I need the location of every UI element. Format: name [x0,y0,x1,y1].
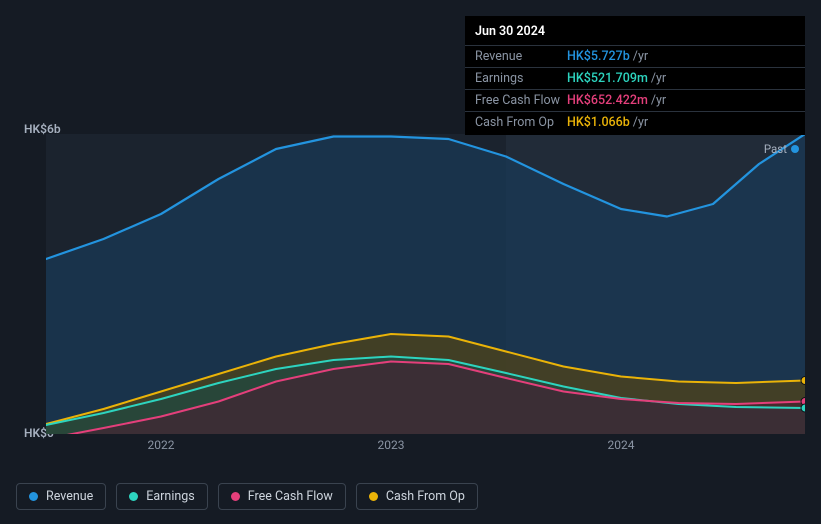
tooltip-metric-suffix: /yr [633,49,648,64]
legend-swatch-icon [29,492,38,501]
x-axis-labels: 2022 2023 2024 [46,438,805,454]
legend-swatch-icon [129,492,138,501]
tooltip-row: Cash From OpHK$1.066b/yr [465,112,805,133]
tooltip-metric-label: Earnings [475,71,567,86]
tooltip-row: EarningsHK$521.709m/yr [465,68,805,90]
tooltip-metric-label: Cash From Op [475,115,567,130]
x-axis-tick: 2023 [378,438,405,452]
chart-svg [46,134,805,434]
legend-swatch-icon [369,492,378,501]
hover-tooltip: Jun 30 2024 RevenueHK$5.727b/yrEarningsH… [465,16,805,135]
tooltip-metric-suffix: /yr [651,71,666,86]
x-axis-tick: 2022 [148,438,175,452]
tooltip-metric-label: Free Cash Flow [475,93,567,108]
legend-label: Cash From Op [386,489,465,504]
financials-chart: HK$6b HK$0 Past 202220232024 [16,120,805,464]
legend-label: Free Cash Flow [248,489,333,504]
tooltip-row: Free Cash FlowHK$652.422m/yr [465,90,805,112]
legend-label: Earnings [146,489,194,504]
tooltip-metric-value: HK$521.709m [567,71,648,86]
tooltip-metric-value: HK$1.066b [567,115,630,130]
legend-toggle-free-cash-flow[interactable]: Free Cash Flow [218,483,346,510]
past-indicator-icon [791,145,799,153]
past-label: Past [764,142,799,156]
tooltip-metric-value: HK$5.727b [567,49,630,64]
chart-plot-area[interactable]: Past [46,134,805,434]
legend-toggle-earnings[interactable]: Earnings [116,483,207,510]
tooltip-date: Jun 30 2024 [465,22,805,46]
tooltip-metric-label: Revenue [475,49,567,64]
chart-legend: Revenue Earnings Free Cash Flow Cash From O… [16,483,478,510]
past-label-text: Past [764,142,787,156]
legend-swatch-icon [231,492,240,501]
tooltip-metric-suffix: /yr [651,93,666,108]
tooltip-metric-suffix: /yr [633,115,648,130]
legend-toggle-revenue[interactable]: Revenue [16,483,106,510]
tooltip-metric-value: HK$652.422m [567,93,648,108]
legend-toggle-cash-from-op[interactable]: Cash From Op [356,483,478,510]
x-axis-tick: 2024 [608,438,635,452]
legend-label: Revenue [46,489,93,504]
tooltip-row: RevenueHK$5.727b/yr [465,46,805,68]
